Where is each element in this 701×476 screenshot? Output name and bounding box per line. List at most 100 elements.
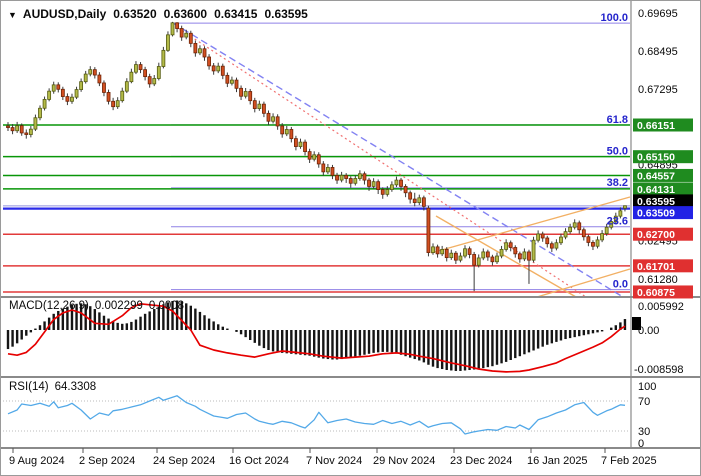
candle-body [216, 65, 221, 72]
price-badge-red [633, 259, 693, 273]
rsi-axis-label: 30 [638, 426, 650, 438]
candle-body [298, 141, 303, 147]
candle-body [252, 100, 257, 109]
candle-body [357, 173, 362, 179]
chart-title-row: ▼ AUDUSD,Daily 0.63520 0.63600 0.63415 0.6359… [8, 7, 308, 21]
candle-body [421, 197, 426, 207]
candle-body [613, 215, 618, 222]
trendline-wedge-upper[interactable] [430, 196, 631, 254]
candle-body [417, 197, 422, 203]
candle-body [33, 117, 38, 130]
candle-body [453, 252, 458, 261]
candle-body [266, 112, 271, 122]
candle-body [485, 251, 490, 258]
candle-body [316, 154, 321, 165]
trendline-channel-support[interactable] [536, 268, 631, 298]
candle-body [56, 84, 61, 90]
trendline-wedge-lower[interactable] [435, 215, 577, 298]
rsi-value: 64.3308 [54, 381, 97, 393]
price-axis-tick: 0.67295 [638, 84, 678, 96]
candle-body [156, 66, 161, 79]
candle-body [88, 69, 93, 75]
candle-body [120, 90, 125, 102]
ohlc-open: 0.63520 [113, 7, 157, 21]
candle-body [476, 257, 481, 266]
candle-body [536, 233, 541, 241]
candle-body [38, 107, 42, 119]
candle-body [618, 210, 623, 217]
price-axis-tick: 0.68495 [638, 46, 678, 58]
candle-body [284, 129, 289, 135]
macd-indicator-label: MACD(12,26,9) 0.002299 0.0008 [9, 300, 184, 312]
macd-signal-line [7, 302, 626, 373]
price-badge-green [633, 182, 693, 196]
candle-body [65, 96, 70, 102]
time-axis-label: 7 Feb 2025 [601, 455, 657, 467]
fib-level-label: 100.0 [600, 12, 628, 24]
candle-body [83, 73, 88, 83]
candle-body [307, 151, 312, 160]
trendline-downtrend-dotted[interactable] [177, 27, 587, 298]
price-badge-label: 0.62700 [637, 229, 675, 241]
candle-body [508, 242, 513, 248]
candle-body [106, 92, 111, 102]
fib-level-label: 0.0 [613, 279, 628, 291]
candle-body [211, 65, 216, 72]
candle-body [294, 138, 298, 147]
macd-value-main: 0.002299 [94, 300, 143, 312]
candle-body [24, 132, 29, 135]
candle-body [568, 226, 573, 233]
candle-body [559, 236, 563, 244]
candle-body [604, 226, 609, 234]
candle-body [362, 173, 367, 181]
price-badge-red [633, 285, 693, 299]
candle-body [179, 28, 184, 38]
candle-body [348, 178, 353, 184]
candle-body [193, 42, 198, 54]
candle-body [175, 22, 179, 29]
fib-level-label: 38.2 [607, 177, 628, 189]
price-axis-tick: 0.69695 [638, 8, 678, 20]
symbol-dropdown-icon[interactable]: ▼ [8, 10, 17, 20]
macd-axis-top: 0.005992 [638, 301, 684, 313]
candle-body [257, 103, 262, 109]
rsi-name: RSI(14) [9, 381, 49, 393]
candle-body [600, 233, 604, 241]
candle-body [554, 242, 559, 249]
candle-body [138, 64, 143, 71]
candle-body [335, 174, 339, 181]
candle-body [389, 184, 394, 190]
time-axis-label: 29 Nov 2024 [373, 455, 435, 467]
macd-current-badge [632, 317, 641, 330]
candle-body [444, 248, 449, 259]
candle-body [435, 246, 440, 255]
candle-body [467, 248, 472, 255]
price-badge-label: 0.63595 [637, 196, 675, 208]
candle-body [198, 48, 202, 54]
candle-body [47, 90, 52, 100]
candle-body [15, 125, 20, 132]
symbol-timeframe-label: AUDUSD,Daily [22, 7, 107, 21]
candle-body [10, 127, 15, 132]
candle-body [481, 251, 486, 259]
candle-body [595, 239, 600, 247]
candle-body [545, 237, 550, 245]
price-badge-label: 0.65150 [637, 152, 675, 164]
price-badge-black [633, 194, 693, 208]
candle-body [499, 248, 504, 257]
candle-body [303, 141, 307, 153]
price-badge-label: 0.64557 [637, 170, 675, 182]
candle-body [623, 205, 627, 209]
candle-body [207, 56, 211, 67]
fib-level-label: 61.8 [607, 114, 628, 126]
candle-body [152, 78, 157, 85]
candle-body [385, 189, 390, 195]
candle-body [431, 246, 435, 253]
candle-body [166, 34, 170, 51]
candle-body [380, 189, 385, 195]
rsi-axis-label: 0 [638, 438, 644, 450]
trendline-downtrend-dashed[interactable] [172, 22, 624, 298]
candle-body [371, 181, 376, 187]
